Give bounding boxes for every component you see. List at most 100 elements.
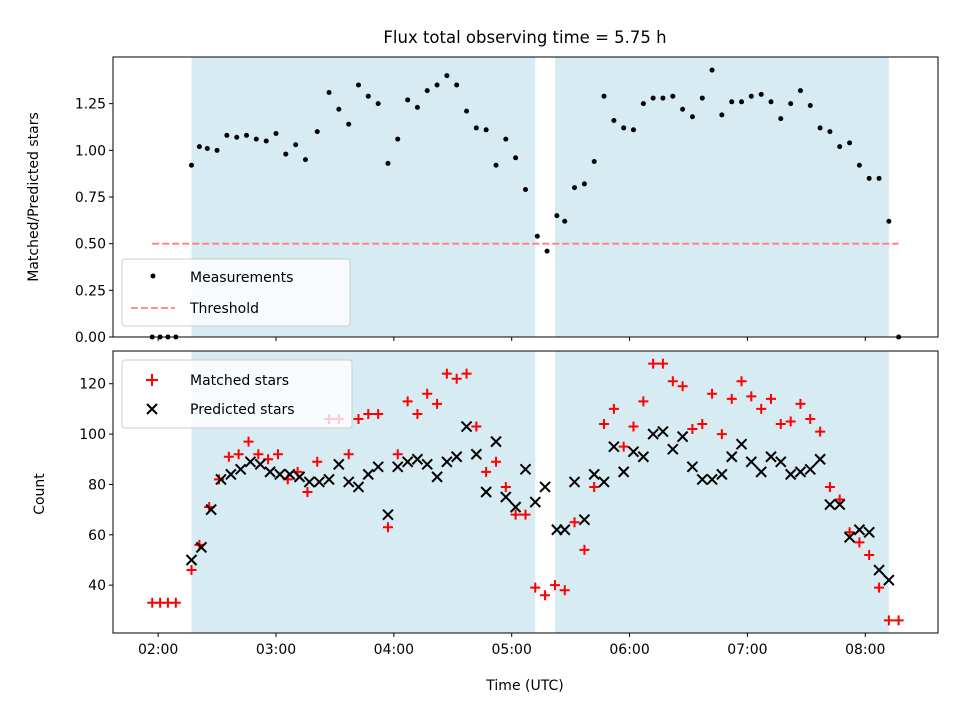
measurement-point: [650, 95, 656, 101]
y-tick-label: 80: [88, 477, 106, 493]
measurement-point: [196, 144, 202, 150]
y-tick-label: 0.25: [75, 283, 106, 299]
matched-star-point: [253, 449, 264, 460]
predicted-star-point: [637, 451, 650, 463]
predicted-star-point: [696, 473, 708, 486]
matched-star-point: [874, 582, 885, 593]
measurement-point: [534, 233, 540, 239]
matched-star-point: [491, 456, 502, 467]
measurement-point: [797, 88, 803, 94]
y-tick-label: 100: [79, 427, 106, 443]
matched-star-point: [638, 396, 649, 407]
y-tick-label: 120: [79, 377, 106, 393]
measurement-point: [513, 155, 519, 161]
measurement-point: [273, 131, 279, 137]
predicted-star-point: [686, 461, 699, 473]
matched-star-point: [510, 509, 521, 520]
bottom-y-ticks: 40 60 80 100 120: [79, 377, 113, 594]
measurement-point: [326, 89, 332, 95]
predicted-star-point: [313, 476, 325, 488]
measurement-point: [689, 114, 695, 120]
matched-star-point: [834, 494, 845, 505]
matched-star-point: [441, 368, 452, 379]
measurement-point: [660, 95, 666, 101]
measurement-point: [188, 162, 194, 168]
predicted-star-point: [873, 564, 885, 576]
y-tick-label: 1.00: [75, 143, 106, 159]
x-tick-label: 07:00: [727, 642, 767, 658]
matched-star-point: [775, 419, 786, 430]
bottom-y-axis-label: Count: [32, 473, 48, 515]
predicted-star-point: [598, 476, 610, 488]
predicted-star-point: [647, 428, 659, 440]
x-tick-label: 05:00: [492, 642, 532, 658]
predicted-star-point: [608, 440, 620, 453]
matched-star-point: [432, 398, 443, 409]
predicted-star-point: [244, 456, 257, 468]
predicted-star-point: [735, 438, 748, 450]
measurement-point: [554, 213, 560, 219]
bottom-panel: 40 60 80 100 120 02:00 03:00 04:00 05:00 06:00 07…: [32, 350, 939, 694]
predicted-star-point: [765, 451, 777, 463]
matched-star-point: [677, 381, 688, 392]
matched-star-point: [844, 527, 855, 538]
matched-star-point: [402, 396, 413, 407]
measurement-point: [346, 121, 352, 127]
predicted-star-point: [863, 526, 875, 538]
predicted-star-point: [824, 498, 836, 511]
measurement-point: [473, 125, 479, 131]
predicted-star-point: [460, 420, 473, 433]
measurement-point: [204, 145, 210, 151]
measurement-point: [424, 88, 430, 94]
measurement-point: [758, 91, 764, 97]
top-y-ticks: 0.00 0.25 0.50 0.75 1.00 1.25: [75, 97, 113, 346]
measurement-point: [385, 160, 391, 166]
predicted-star-point: [500, 491, 512, 503]
y-tick-label: 60: [88, 528, 106, 544]
measurement-point: [640, 101, 646, 107]
y-tick-label: 40: [88, 578, 106, 594]
predicted-star-point: [382, 508, 394, 521]
x-tick-label: 03:00: [256, 642, 296, 658]
top-y-axis-label: Matched/Predicted stars: [26, 112, 42, 282]
predicted-star-point: [509, 501, 522, 513]
x-tick-label: 02:00: [138, 642, 178, 658]
matched-star-point: [223, 451, 234, 462]
matched-star-point: [363, 408, 374, 419]
legend-predicted-label: Predicted stars: [190, 402, 295, 418]
measurement-point: [244, 132, 250, 138]
matched-star-point: [471, 421, 482, 432]
y-tick-label: 0.50: [75, 237, 106, 253]
measurement-point: [611, 117, 617, 123]
predicted-star-point: [716, 468, 728, 481]
predicted-star-point: [274, 468, 286, 481]
measurement-point: [778, 116, 784, 122]
predicted-star-point: [480, 486, 492, 498]
matched-star-point: [726, 393, 737, 404]
measurement-point: [562, 218, 568, 224]
measurement-point: [630, 127, 636, 133]
measurement-point: [523, 187, 528, 193]
measurement-point: [214, 147, 220, 153]
predicted-star-point: [392, 461, 404, 473]
predicted-star-point: [804, 463, 816, 476]
measurement-point: [224, 132, 230, 138]
matched-star-point: [805, 413, 816, 424]
measurement-point: [807, 103, 813, 109]
predicted-star-point: [814, 453, 826, 465]
matched-star-point: [392, 449, 403, 460]
predicted-star-point: [843, 531, 856, 544]
legend-matched-label: Matched stars: [190, 373, 289, 389]
measurement-point: [336, 106, 342, 112]
matched-star-point: [451, 373, 462, 384]
predicted-star-point: [195, 541, 208, 554]
bottom-legend: Matched stars Predicted stars: [121, 359, 353, 429]
predicted-star-point: [225, 468, 237, 481]
measurement-point: [375, 101, 381, 107]
legend-threshold-label: Threshold: [189, 301, 259, 317]
predicted-star-point: [559, 524, 571, 536]
matched-star-point: [530, 582, 541, 593]
measurement-point: [876, 175, 882, 181]
measurement-point: [405, 97, 411, 103]
predicted-star-point: [215, 473, 227, 486]
